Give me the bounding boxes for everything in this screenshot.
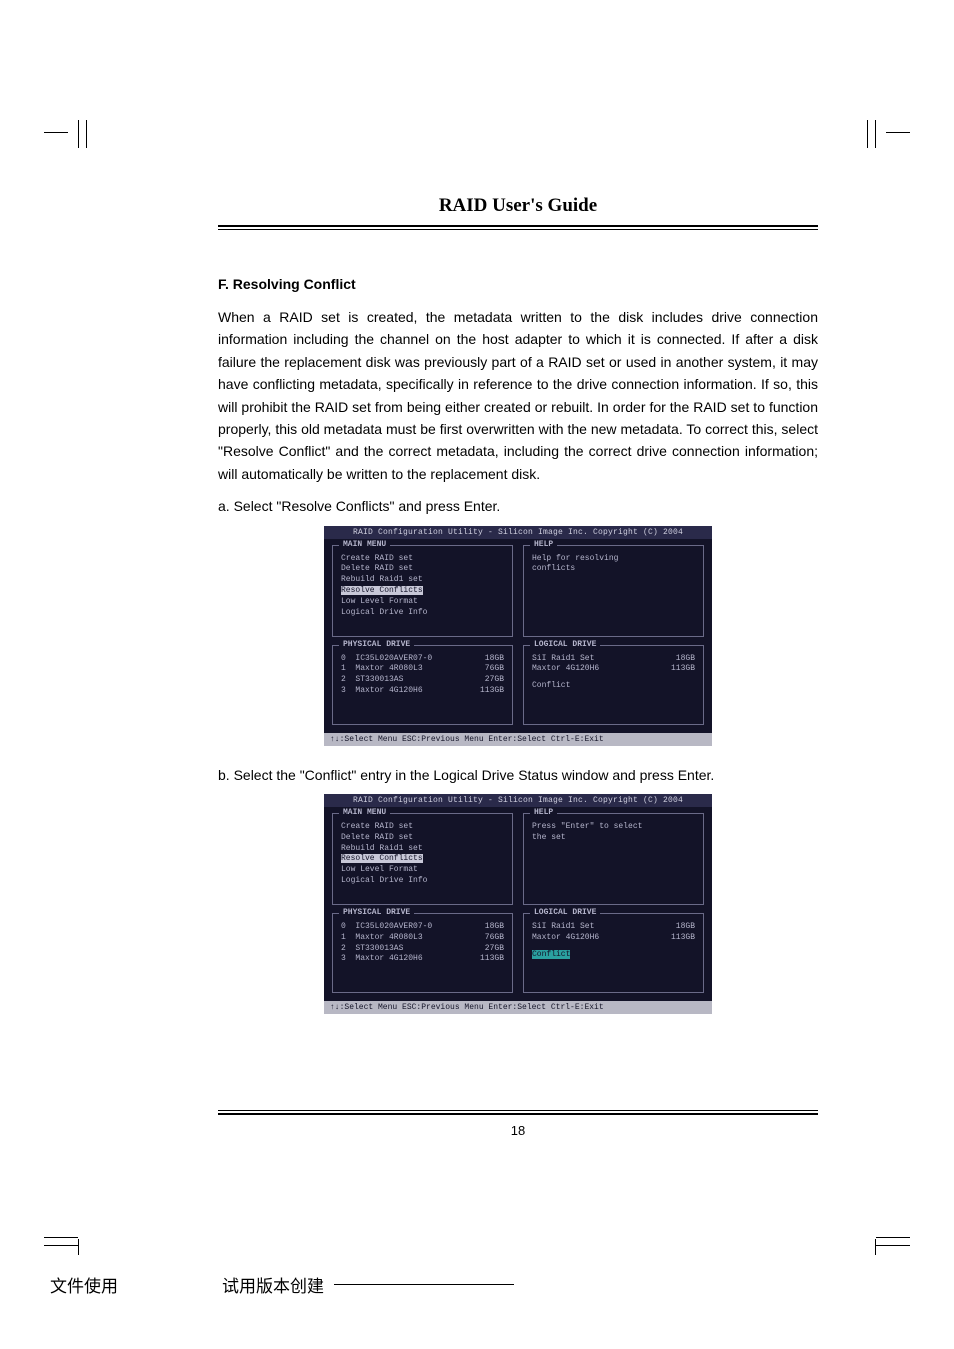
bios-titlebar: RAID Configuration Utility - Silicon Ima… <box>324 794 712 807</box>
page-title: RAID User's Guide <box>218 195 818 225</box>
step-a: a. Select "Resolve Conflicts" and press … <box>218 495 818 517</box>
header-rule-thin <box>218 229 818 230</box>
physical-drive-row: 1 Maxtor 4R080L376GB <box>341 933 504 944</box>
section-heading: F. Resolving Conflict <box>218 276 818 292</box>
bios-logical-drive-label: LOGICAL DRIVE <box>530 640 600 649</box>
help-line: conflicts <box>532 564 695 575</box>
bios-help-label: HELP <box>530 808 557 817</box>
menu-item: Logical Drive Info <box>341 876 504 887</box>
menu-item: Low Level Format <box>341 597 504 608</box>
bios-logical-drive-label: LOGICAL DRIVE <box>530 908 600 917</box>
logical-drive-row: SiI Raid1 Set18GB <box>532 654 695 665</box>
menu-item: Create RAID set <box>341 822 504 833</box>
bios-physical-drive-panel: PHYSICAL DRIVE 0 IC35L020AVER07-018GB1 M… <box>332 645 513 725</box>
menu-item: Delete RAID set <box>341 833 504 844</box>
menu-item: Resolve Conflicts <box>341 854 504 865</box>
physical-drive-row: 0 IC35L020AVER07-018GB <box>341 922 504 933</box>
physical-drive-row: 3 Maxtor 4G120H6113GB <box>341 954 504 965</box>
bios-physical-drive-label: PHYSICAL DRIVE <box>339 908 414 917</box>
menu-item: Delete RAID set <box>341 564 504 575</box>
physical-drive-row: 0 IC35L020AVER07-018GB <box>341 654 504 665</box>
bios-main-menu-label: MAIN MENU <box>339 808 390 817</box>
logical-drive-row: Maxtor 4G120H6113GB <box>532 933 695 944</box>
menu-item: Resolve Conflicts <box>341 586 504 597</box>
bottom-label-left: 文件使用 <box>50 1272 118 1297</box>
bios-main-menu-panel: MAIN MENU Create RAID setDelete RAID set… <box>332 545 513 637</box>
menu-item: Rebuild Raid1 set <box>341 844 504 855</box>
conflict-entry: Conflict <box>532 950 695 961</box>
header-rule-thick <box>218 225 818 227</box>
help-line: Press "Enter" to select <box>532 822 695 833</box>
bios-footer: ↑↓:Select Menu ESC:Previous Menu Enter:S… <box>324 1001 712 1014</box>
bottom-label-right: 试用版本创建 <box>222 1272 324 1297</box>
logical-drive-row: SiI Raid1 Set18GB <box>532 922 695 933</box>
physical-drive-row: 3 Maxtor 4G120H6113GB <box>341 686 504 697</box>
physical-drive-row: 2 ST330013AS27GB <box>341 944 504 955</box>
bios-help-panel: HELP Help for resolvingconflicts <box>523 545 704 637</box>
page-footer: 18 <box>218 1110 818 1138</box>
bios-footer: ↑↓:Select Menu ESC:Previous Menu Enter:S… <box>324 733 712 746</box>
page-number: 18 <box>218 1123 818 1138</box>
bios-physical-drive-panel: PHYSICAL DRIVE 0 IC35L020AVER07-018GB1 M… <box>332 913 513 993</box>
bios-help-panel: HELP Press "Enter" to selectthe set <box>523 813 704 905</box>
bios-titlebar: RAID Configuration Utility - Silicon Ima… <box>324 526 712 539</box>
bios-screenshot-2: RAID Configuration Utility - Silicon Ima… <box>324 794 712 1014</box>
help-line: Help for resolving <box>532 554 695 565</box>
physical-drive-row: 1 Maxtor 4R080L376GB <box>341 664 504 675</box>
bios-main-menu-label: MAIN MENU <box>339 540 390 549</box>
bottom-rule <box>334 1284 514 1285</box>
physical-drive-row: 2 ST330013AS27GB <box>341 675 504 686</box>
body-paragraph: When a RAID set is created, the metadata… <box>218 306 818 485</box>
page-content: RAID User's Guide F. Resolving Conflict … <box>218 195 818 1032</box>
bios-physical-drive-label: PHYSICAL DRIVE <box>339 640 414 649</box>
menu-item: Low Level Format <box>341 865 504 876</box>
step-b: b. Select the "Conflict" entry in the Lo… <box>218 764 818 786</box>
bios-logical-drive-panel: LOGICAL DRIVE SiI Raid1 Set18GBMaxtor 4G… <box>523 645 704 725</box>
menu-item: Logical Drive Info <box>341 608 504 619</box>
bios-main-menu-panel: MAIN MENU Create RAID setDelete RAID set… <box>332 813 513 905</box>
menu-item: Create RAID set <box>341 554 504 565</box>
bottom-watermark: 文件使用 试用版本创建 <box>50 1272 514 1297</box>
help-line: the set <box>532 833 695 844</box>
logical-drive-row: Maxtor 4G120H6113GB <box>532 664 695 675</box>
bios-screenshot-1: RAID Configuration Utility - Silicon Ima… <box>324 526 712 746</box>
footer-rule-thin <box>218 1110 818 1111</box>
footer-rule-thick <box>218 1113 818 1115</box>
conflict-entry: Conflict <box>532 681 695 692</box>
menu-item: Rebuild Raid1 set <box>341 575 504 586</box>
bios-help-label: HELP <box>530 540 557 549</box>
bios-logical-drive-panel: LOGICAL DRIVE SiI Raid1 Set18GBMaxtor 4G… <box>523 913 704 993</box>
